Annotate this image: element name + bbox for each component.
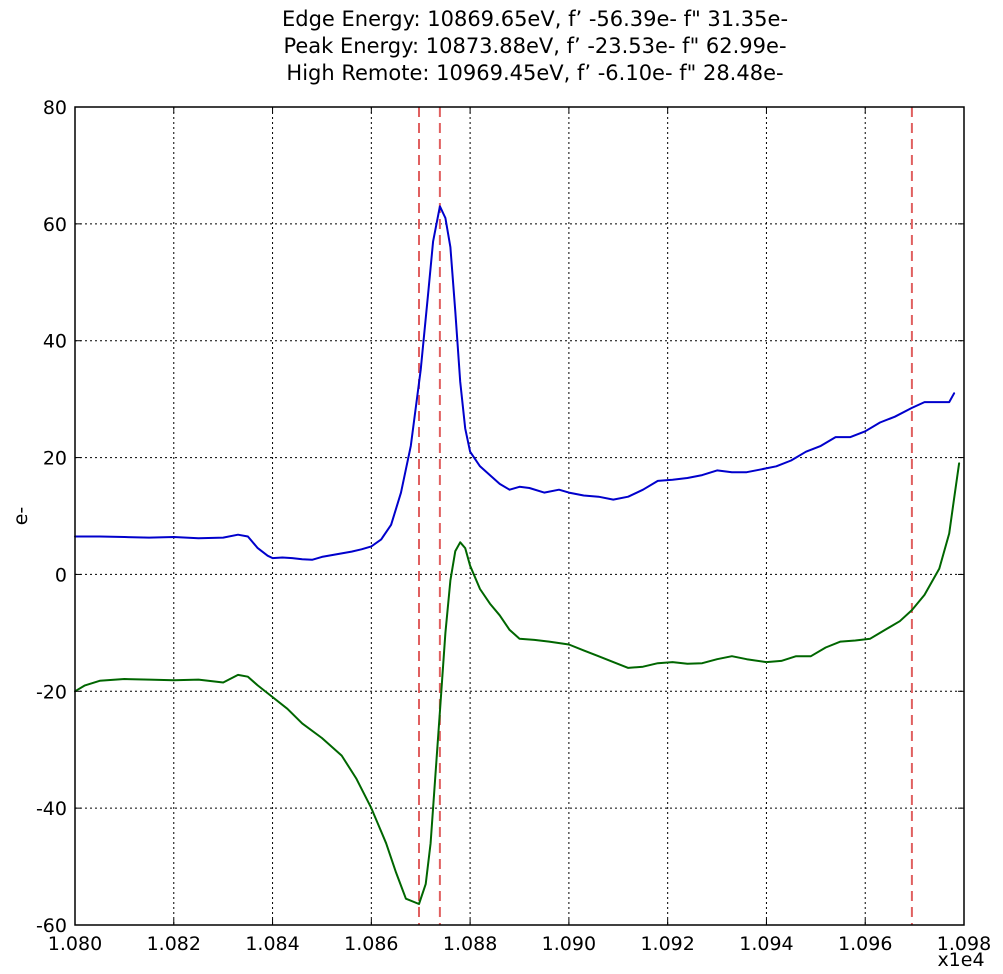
marker-lines: [417, 107, 913, 925]
axis-ticks: [74, 106, 965, 926]
x-tick-label: 1.092: [640, 933, 694, 955]
chart-title: Edge Energy: 10869.65eV, f’ -56.39e- f" …: [282, 7, 788, 85]
series-line-1: [74, 205, 956, 561]
series-line-2: [74, 462, 961, 905]
x-tick-label: 1.080: [48, 933, 102, 955]
x-tick-label: 1.090: [542, 933, 596, 955]
y-tick-label: 20: [43, 448, 67, 470]
y-tick-labels: -60 -40 -20 0 20 40 60 80: [36, 97, 67, 937]
series-lines: [74, 205, 961, 905]
title-line-edge: Edge Energy: 10869.65eV, f’ -56.39e- f" …: [282, 7, 788, 31]
x-tick-label: 1.084: [245, 933, 299, 955]
x-tick-label: 1.098: [937, 933, 991, 955]
y-tick-label: -40: [36, 798, 67, 820]
grid: [75, 107, 964, 925]
x-tick-label: 1.082: [147, 933, 201, 955]
plot-frame: [74, 106, 965, 926]
y-tick-label: -60: [36, 915, 67, 937]
title-line-peak: Peak Energy: 10873.88eV, f’ -23.53e- f" …: [283, 34, 786, 58]
y-tick-label: 60: [43, 214, 67, 236]
y-tick-label: 0: [55, 564, 67, 586]
x-scale-label: x1e4: [937, 949, 984, 971]
x-tick-labels: 1.080 1.082 1.084 1.086 1.088 1.090 1.092 1.094…: [48, 933, 991, 955]
x-tick-label: 1.096: [838, 933, 892, 955]
title-line-remote: High Remote: 10969.45eV, f’ -6.10e- f" 2…: [286, 61, 783, 85]
y-axis-label: e-: [10, 507, 32, 526]
y-tick-label: -20: [36, 681, 67, 703]
x-tick-label: 1.088: [443, 933, 497, 955]
y-tick-label: 40: [43, 331, 67, 353]
x-tick-label: 1.094: [739, 933, 793, 955]
y-tick-label: 80: [43, 97, 67, 119]
x-tick-label: 1.086: [344, 933, 398, 955]
